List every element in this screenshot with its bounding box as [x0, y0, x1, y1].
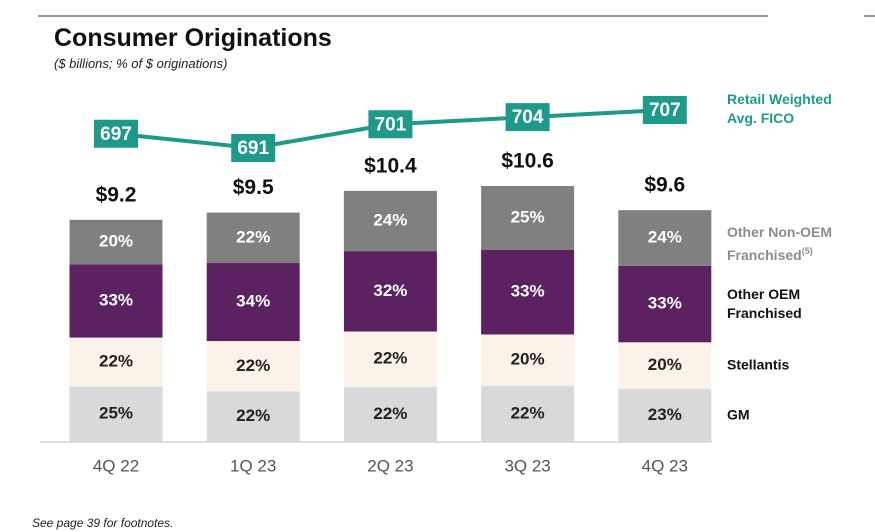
- segment-label: 22%: [236, 406, 270, 425]
- fico-label: 704: [512, 107, 544, 128]
- segment-label: 22%: [236, 356, 270, 375]
- fico-label: 707: [649, 100, 681, 121]
- bar-segment: [206, 263, 300, 342]
- segment-label: 32%: [373, 281, 407, 300]
- total-label: $9.2: [96, 183, 137, 206]
- bar-segment: [206, 341, 300, 392]
- total-label: $9.6: [644, 174, 685, 197]
- fico-box: [94, 119, 138, 148]
- legend-text: Other OEM Franchised: [727, 286, 802, 322]
- legend-label: Stellantis: [727, 356, 837, 375]
- chart-subtitle: ($ billions; % of $ originations): [54, 56, 228, 71]
- bar-segment: [618, 342, 712, 389]
- segment-label: 25%: [99, 404, 133, 423]
- bar-segment: [69, 337, 163, 387]
- legend-text: Other Non-OEM Franchised: [727, 224, 832, 263]
- bar-segment: [343, 331, 437, 387]
- segment-label: 34%: [236, 292, 270, 311]
- segment-label: 25%: [511, 207, 545, 226]
- x-tick-label: 4Q 22: [93, 456, 139, 475]
- fico-box: [505, 103, 550, 132]
- segment-label: 22%: [373, 349, 407, 368]
- fico-box: [642, 96, 687, 124]
- segment-label: 22%: [236, 227, 270, 246]
- segment-label: 33%: [648, 294, 682, 313]
- bar-segment: [343, 251, 437, 332]
- x-tick-label: 3Q 23: [504, 456, 550, 475]
- bar-segment: [206, 391, 300, 442]
- total-label: $10.6: [501, 150, 554, 173]
- total-label: $9.5: [233, 176, 274, 199]
- fico-box: [231, 134, 276, 162]
- legend-label: GM: [727, 406, 837, 425]
- legend-note: (5): [801, 246, 813, 257]
- x-tick-label: 4Q 23: [642, 456, 688, 475]
- bar-segment: [206, 212, 300, 264]
- bar-segment: [481, 186, 575, 250]
- fico-label: 691: [237, 138, 269, 159]
- x-tick-label: 1Q 23: [230, 456, 276, 475]
- bar-segment: [481, 334, 575, 386]
- fico-label: 697: [100, 124, 132, 145]
- bar-segment: [618, 388, 712, 442]
- legend-text: Stellantis: [727, 356, 790, 373]
- segment-label: 20%: [648, 355, 682, 374]
- segment-label: 24%: [648, 227, 682, 246]
- bar-segment: [618, 210, 712, 266]
- bar-segment: [343, 190, 437, 252]
- bar-segment: [481, 250, 575, 335]
- legend-label: Other OEM Franchised: [727, 285, 837, 323]
- segment-label: 23%: [648, 405, 682, 424]
- line-legend: Retail Weighted Avg. FICO: [727, 91, 832, 126]
- segment-label: 33%: [99, 290, 133, 309]
- bar-segment: [69, 219, 163, 265]
- bar-segment: [69, 264, 163, 338]
- bar-segment: [618, 265, 712, 343]
- segment-label: 22%: [99, 351, 133, 370]
- segment-label: 33%: [511, 282, 545, 301]
- fico-label: 701: [375, 114, 407, 135]
- bar-segment: [481, 385, 575, 442]
- segment-label: 20%: [99, 232, 133, 251]
- bar-segment: [343, 386, 437, 442]
- chart-title: Consumer Originations: [54, 24, 332, 52]
- total-label: $10.4: [364, 154, 417, 177]
- segment-label: 20%: [511, 350, 545, 369]
- segment-label: 22%: [373, 404, 407, 423]
- x-tick-label: 2Q 23: [367, 456, 413, 475]
- segment-label: 22%: [511, 403, 545, 422]
- bar-segment: [69, 386, 163, 442]
- fico-box: [368, 110, 413, 139]
- legend-label: Other Non-OEM Franchised(5): [727, 223, 852, 265]
- legend-text: GM: [727, 406, 750, 423]
- footnote: See page 39 for footnotes.: [32, 516, 174, 530]
- segment-label: 24%: [373, 210, 407, 229]
